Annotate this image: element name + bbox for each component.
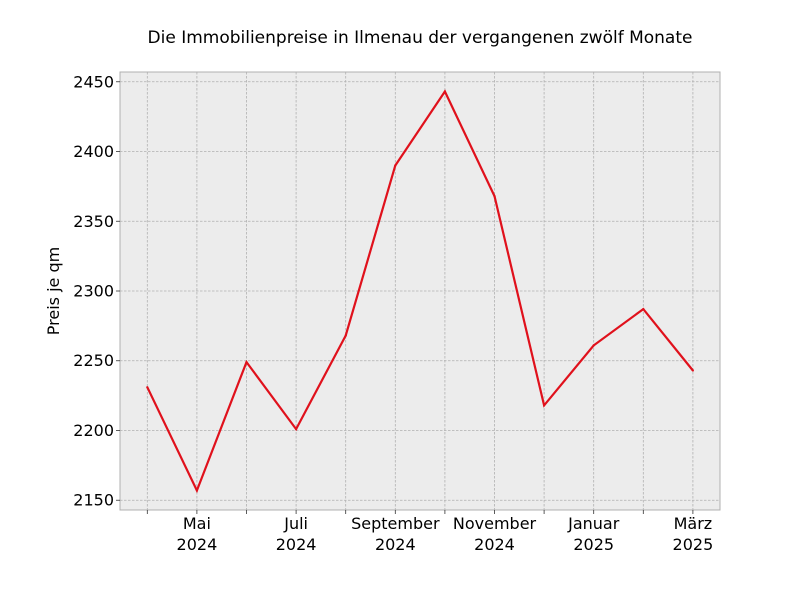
data-point xyxy=(146,386,149,389)
y-tick-label: 2300 xyxy=(73,282,114,301)
y-axis-ticks: 2150 2200 2250 2300 2350 2400 2450 xyxy=(73,72,120,510)
data-point xyxy=(443,90,446,93)
data-point xyxy=(691,369,695,372)
series-line xyxy=(146,89,694,494)
y-tick-label: 2200 xyxy=(73,421,114,440)
x-tick-label: 2024 xyxy=(375,535,416,554)
y-tick-label: 2450 xyxy=(73,72,114,91)
data-point xyxy=(344,334,347,337)
y-tick-label: 2400 xyxy=(73,142,114,161)
x-tick-label: 2025 xyxy=(673,535,714,554)
data-point xyxy=(543,404,546,407)
data-point xyxy=(493,195,496,198)
data-point xyxy=(195,489,198,492)
x-tick-label: Juli xyxy=(283,514,308,533)
x-tick-label: März xyxy=(674,514,713,533)
y-axis-label: Preis je qm xyxy=(44,247,63,335)
data-point xyxy=(394,164,397,167)
y-tick-label: 2350 xyxy=(73,212,114,231)
data-point xyxy=(245,361,248,364)
data-point xyxy=(642,308,645,311)
y-tick-label: 2150 xyxy=(73,491,114,510)
x-tick-label: Januar xyxy=(567,514,620,533)
x-tick-label: 2024 xyxy=(474,535,515,554)
x-tick-label: 2024 xyxy=(177,535,218,554)
x-tick-label: 2025 xyxy=(573,535,614,554)
x-axis-ticks: Mai 2024 Juli 2024 September 2024 November 2024… xyxy=(146,510,714,554)
x-tick-label: 2024 xyxy=(276,535,317,554)
x-tick-label: Mai xyxy=(183,514,211,533)
x-tick-label: September xyxy=(351,514,440,533)
x-tick-label: November xyxy=(453,514,537,533)
y-tick-label: 2250 xyxy=(73,351,114,370)
data-point xyxy=(592,344,595,347)
chart-title: Die Immobilienpreise in Ilmenau der verg… xyxy=(148,28,693,48)
data-point xyxy=(295,427,298,431)
series-layer xyxy=(146,89,695,494)
